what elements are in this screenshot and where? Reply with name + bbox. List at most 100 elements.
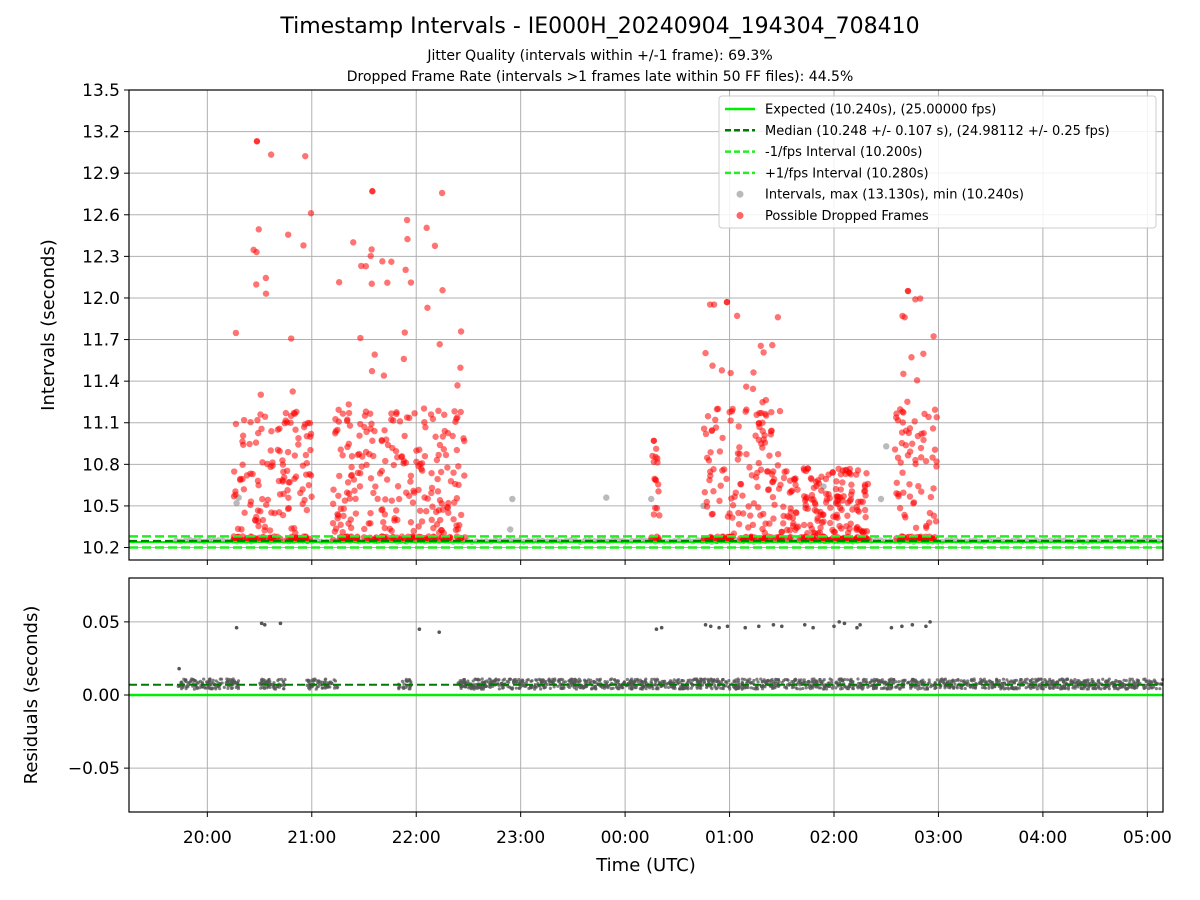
dropped-frame-point xyxy=(771,501,778,508)
dropped-frame-point xyxy=(435,407,442,415)
residual-point xyxy=(702,680,707,685)
residual-point xyxy=(208,683,212,687)
residual-point xyxy=(489,680,493,684)
dropped-frame-point xyxy=(832,485,840,493)
dropped-frame-point xyxy=(825,471,832,478)
dropped-frame-point xyxy=(735,509,742,517)
dropped-frame-point xyxy=(649,452,656,460)
dropped-frame-point xyxy=(386,525,394,533)
residual-point xyxy=(1158,687,1162,691)
dropped-frame-point xyxy=(276,425,283,432)
residual-point xyxy=(604,682,609,686)
residual-point xyxy=(638,687,642,691)
dropped-frame-point xyxy=(925,413,932,421)
residual-point xyxy=(709,677,713,681)
dropped-frame-point xyxy=(906,481,913,488)
residual-point xyxy=(1149,681,1153,685)
dropped-frame-point xyxy=(337,446,344,453)
residual-point xyxy=(1073,677,1077,682)
residual-point xyxy=(830,680,834,685)
dropped-frame-point xyxy=(403,216,411,224)
dropped-frame-point xyxy=(423,224,430,232)
interval-point xyxy=(509,495,516,503)
residual-point xyxy=(324,677,328,681)
residual-point xyxy=(219,677,224,681)
dropped-frame-point xyxy=(284,448,292,456)
x-tick-label: 03:00 xyxy=(914,828,963,848)
dropped-frame-point xyxy=(292,426,299,433)
dropped-frame-point xyxy=(280,468,287,476)
x-tick-label: 01:00 xyxy=(705,828,754,848)
residual-point xyxy=(202,685,206,689)
dropped-frame-point xyxy=(440,446,448,453)
residual-point xyxy=(552,685,556,689)
residual-point xyxy=(586,678,591,682)
dropped-frame-point xyxy=(864,480,872,488)
residual-point xyxy=(259,678,264,682)
residual-point xyxy=(965,679,970,683)
residual-point xyxy=(655,685,659,689)
residual-point xyxy=(750,680,754,685)
residual-point xyxy=(200,681,204,685)
dropped-frame-point xyxy=(259,516,267,524)
dropped-frame-point xyxy=(343,417,351,425)
residual-point xyxy=(1015,686,1019,690)
residual-point xyxy=(922,680,927,684)
residual-point xyxy=(1049,681,1053,686)
dropped-frame-point xyxy=(393,409,400,416)
dropped-frame-point xyxy=(267,151,275,158)
residual-point xyxy=(471,679,475,683)
dropped-frame-point xyxy=(847,491,855,498)
dropped-frame-point xyxy=(347,516,354,523)
residual-point xyxy=(850,680,855,684)
residual-point xyxy=(283,677,287,682)
residual-outlier-point xyxy=(832,624,836,629)
residual-point xyxy=(875,678,879,682)
residual-point xyxy=(807,679,811,683)
dropped-frame-point xyxy=(380,372,388,379)
residual-point xyxy=(1061,679,1065,683)
residual-point xyxy=(824,687,829,691)
x-tick-label: 20:00 xyxy=(183,828,232,848)
residual-point xyxy=(780,681,784,685)
residual-point xyxy=(960,686,964,690)
dropped-frame-point xyxy=(421,418,428,426)
residual-point xyxy=(400,679,405,684)
dropped-frame-point xyxy=(654,455,661,462)
residual-outlier-point xyxy=(717,625,721,630)
dropped-frame-point xyxy=(418,518,426,525)
dropped-frame-point xyxy=(247,470,254,477)
dropped-frame-point xyxy=(762,520,769,527)
residual-point xyxy=(1006,680,1011,684)
dropped-frame-point xyxy=(267,447,274,454)
dropped-frame-point xyxy=(337,505,344,513)
dropped-frame-point xyxy=(356,432,363,439)
reference-lines xyxy=(129,535,1163,549)
dropped-frame-point xyxy=(701,489,708,496)
residual-point xyxy=(533,685,537,689)
residual-point xyxy=(651,687,655,691)
residual-point xyxy=(401,686,405,690)
residual-point xyxy=(1050,686,1054,690)
dropped-frame-point xyxy=(372,483,379,490)
dropped-frame-point xyxy=(776,407,784,415)
residual-point xyxy=(644,687,648,691)
residual-point xyxy=(840,686,844,691)
dropped-frame-point xyxy=(345,401,352,408)
residual-point xyxy=(743,677,747,682)
x-tick-label: 05:00 xyxy=(1123,828,1172,848)
residual-point xyxy=(545,682,549,687)
residual-point xyxy=(773,677,778,681)
dropped-frame-point xyxy=(357,334,364,342)
dropped-frame-point xyxy=(917,444,925,452)
residual-point xyxy=(724,680,728,684)
residual-point xyxy=(261,685,265,690)
residual-point xyxy=(1144,683,1148,687)
dropped-frame-point xyxy=(904,452,912,459)
dropped-frame-point xyxy=(241,509,248,516)
residual-point xyxy=(507,680,511,684)
dropped-frame-point xyxy=(757,342,764,350)
dropped-frame-point xyxy=(348,463,355,471)
residual-point xyxy=(1054,680,1058,685)
residual-point xyxy=(756,687,760,691)
